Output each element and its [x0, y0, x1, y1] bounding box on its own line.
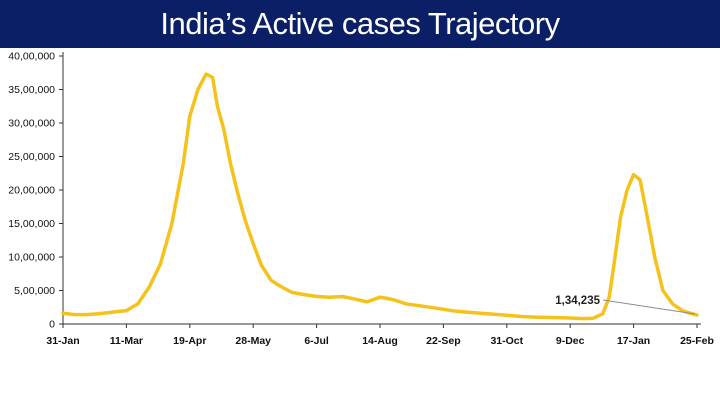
x-tick-label: 31-Oct — [490, 335, 523, 347]
y-tick-label: 25,00,000 — [8, 151, 55, 163]
y-tick-label: 35,00,000 — [8, 84, 55, 96]
plot-area — [61, 72, 699, 321]
y-axis-labels: 0 5,00,000 10,00,000 15,00,000 20,00,000 25,0… — [8, 51, 63, 331]
x-tick-label: 9-Dec — [556, 335, 585, 347]
y-tick-label: 30,00,000 — [8, 118, 55, 130]
annotation-label: 1,34,235 — [555, 295, 600, 307]
y-tick-label: 0 — [49, 319, 55, 331]
x-tick-label: 17-Jan — [617, 335, 650, 347]
chart-axes — [62, 52, 701, 325]
page-title: India’s Active cases Trajectory — [160, 6, 560, 41]
annotation-group: 1,34,235 — [555, 295, 696, 315]
annotation-leader-line — [602, 299, 696, 315]
x-axis-labels: 31-Jan 11-Mar 19-Apr 28-May 6-Jul 14-Aug 22-Se… — [46, 324, 714, 347]
y-tick-label: 10,00,000 — [8, 252, 55, 264]
y-tick-label: 15,00,000 — [8, 218, 55, 230]
x-tick-label: 6-Jul — [304, 335, 329, 347]
x-tick-label: 22-Sep — [426, 335, 460, 347]
x-tick-label: 31-Jan — [46, 335, 79, 347]
x-tick-label: 19-Apr — [173, 335, 206, 347]
x-tick-label: 14-Aug — [362, 335, 398, 347]
active-cases-line — [61, 72, 699, 321]
y-tick-label: 20,00,000 — [8, 185, 55, 197]
title-bar: India’s Active cases Trajectory — [0, 0, 720, 48]
x-tick-label: 28-May — [235, 335, 271, 347]
y-tick-label: 40,00,000 — [8, 51, 55, 63]
y-tick-label: 5,00,000 — [14, 285, 55, 297]
x-tick-label: 11-Mar — [110, 335, 143, 347]
x-tick-label: 25-Feb — [680, 335, 714, 347]
